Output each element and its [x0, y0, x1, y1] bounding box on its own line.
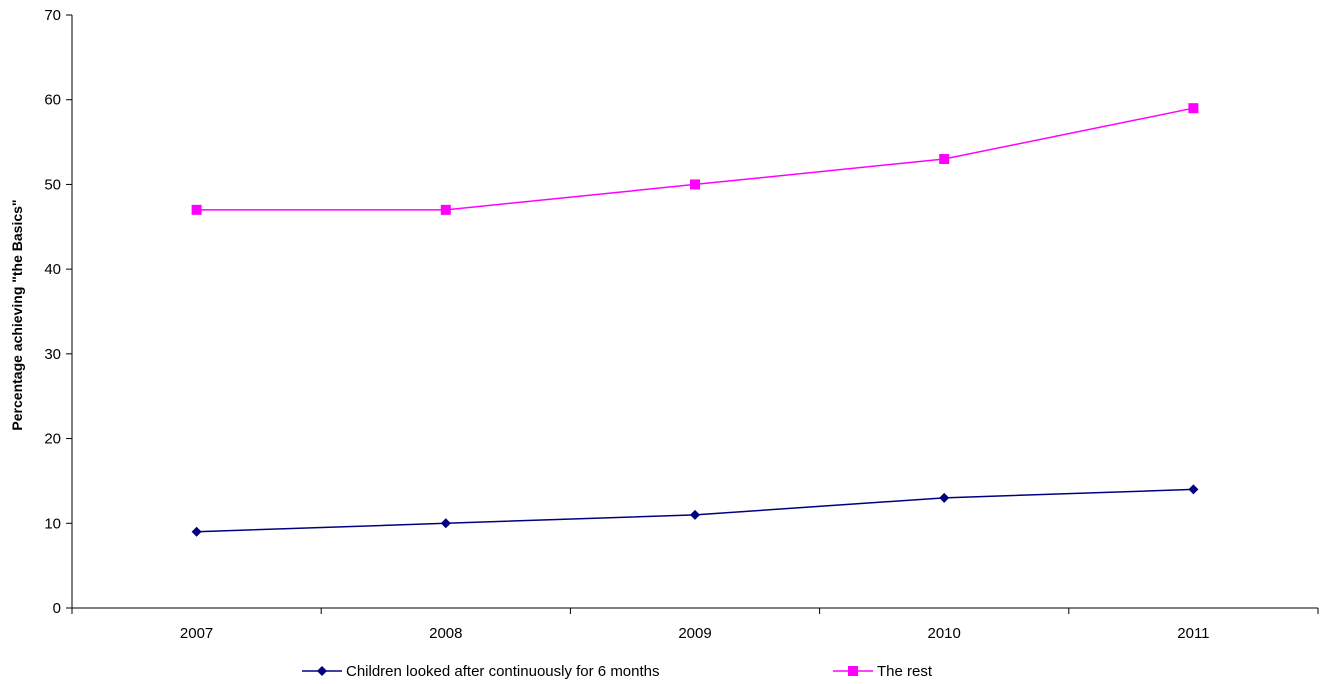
data-point — [191, 526, 202, 537]
series-line — [196, 107, 1194, 211]
x-tick-label: 2007 — [180, 625, 213, 642]
legend-label: The rest — [877, 663, 933, 680]
x-tick-label: 2011 — [1177, 625, 1209, 642]
legend-item: The rest — [833, 663, 933, 680]
y-tick-label: 0 — [53, 600, 61, 617]
y-tick-label: 40 — [44, 261, 61, 278]
data-point — [440, 518, 451, 529]
y-tick-label: 30 — [44, 346, 61, 363]
x-tick-label: 2008 — [429, 625, 462, 642]
y-axis-ticks: 0 10 20 30 40 50 60 70 — [44, 7, 72, 617]
y-tick-label: 10 — [44, 515, 61, 532]
data-point — [939, 492, 950, 503]
chart-axes — [71, 15, 1318, 609]
data-point — [1188, 484, 1199, 495]
legend-label: Children looked after continuously for 6… — [346, 663, 660, 680]
data-point — [690, 179, 700, 190]
legend-marker — [848, 666, 858, 676]
y-tick-label: 50 — [44, 176, 61, 193]
data-point — [690, 509, 700, 520]
series-1 — [191, 484, 1199, 537]
y-tick-label: 70 — [44, 7, 61, 24]
legend-marker — [317, 666, 327, 676]
y-axis-label: Percentage achieving "the Basics" — [9, 199, 25, 430]
y-tick-label: 60 — [44, 92, 61, 109]
legend-item: Children looked after continuously for 6… — [302, 663, 660, 680]
data-point — [191, 204, 202, 215]
data-point — [440, 204, 451, 215]
x-axis-ticks: 2007 2008 2009 2010 2011 — [71, 608, 1319, 642]
x-tick-label: 2009 — [678, 625, 711, 642]
x-tick-label: 2010 — [928, 625, 961, 642]
data-point — [939, 154, 950, 165]
series-2 — [191, 103, 1199, 215]
legend: Children looked after continuously for 6… — [302, 663, 933, 680]
y-tick-label: 20 — [44, 431, 61, 448]
data-point — [1188, 103, 1199, 114]
series-layer — [191, 103, 1199, 537]
